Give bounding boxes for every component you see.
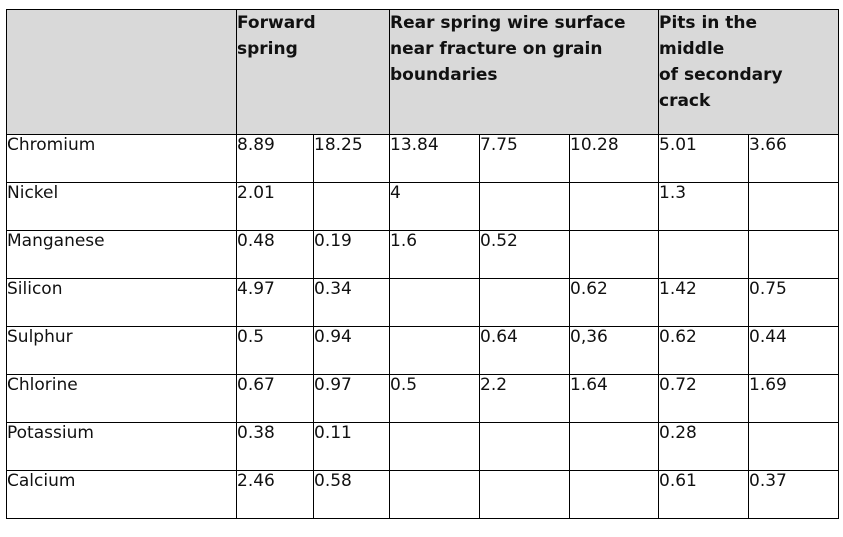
table-cell: 8.89 [236,134,314,183]
element-label: Chromium [6,134,237,183]
table-cell: 0.62 [569,278,659,327]
table-cell: 0.58 [313,470,390,519]
element-label: Nickel [6,182,237,231]
element-label: Potassium [6,422,237,471]
table-cell: 5.01 [658,134,749,183]
table-cell: 0.5 [389,374,480,423]
table-row: Chromium 8.89 18.25 13.84 7.75 10.28 5.0… [6,134,840,183]
element-label: Manganese [6,230,237,279]
table-cell [569,470,659,519]
table-cell: 0.19 [313,230,390,279]
table-cell: 10.28 [569,134,659,183]
table-cell: 0.64 [479,326,570,375]
table-cell [313,182,390,231]
table-cell: 0.28 [658,422,749,471]
header-forward-line: spring [237,39,298,59]
table-cell [569,182,659,231]
table-cell [389,422,480,471]
header-forward-line: Forward [237,13,316,33]
table-cell [479,182,570,231]
table-cell: 1.6 [389,230,480,279]
table-cell: 4.97 [236,278,314,327]
table-row: Manganese 0.48 0.19 1.6 0.52 [6,230,840,279]
composition-table: Forward spring Rear spring wire surface … [6,9,840,519]
table-cell [389,470,480,519]
header-rear-spring: Rear spring wire surface near fracture o… [389,9,659,135]
table-cell: 0.97 [313,374,390,423]
header-pits-line: middle [659,39,725,59]
table-cell: 1.69 [747,374,840,423]
header-pits: Pits in the middle of secondary crack [657,9,840,135]
table-cell [479,470,570,519]
table-cell: 0.62 [658,326,749,375]
element-label: Chlorine [6,374,237,423]
table-row: Calcium 2.46 0.58 0.61 0.37 [6,470,840,519]
table-cell [747,422,840,471]
table-cell: 13.84 [389,134,480,183]
header-forward-spring: Forward spring [236,9,390,135]
header-pits-line: crack [659,91,711,111]
table-cell: 7.75 [479,134,570,183]
table-cell: 18.25 [313,134,390,183]
element-label: Silicon [6,278,237,327]
table-cell: 2.01 [236,182,314,231]
table-cell [569,230,659,279]
header-pits-line: of secondary [659,65,783,85]
table-cell: 1.64 [569,374,659,423]
table-cell: 3.66 [747,134,840,183]
header-corner [6,9,237,135]
table-cell: 0,36 [569,326,659,375]
table-cell: 0.37 [747,470,840,519]
table-cell: 0.52 [479,230,570,279]
table-cell: 2.46 [236,470,314,519]
table-cell: 0.11 [313,422,390,471]
table-cell [569,422,659,471]
table-cell: 0.94 [313,326,390,375]
element-label: Calcium [6,470,237,519]
table-row: Silicon 4.97 0.34 0.62 1.42 0.75 [6,278,840,327]
table-row: Sulphur 0.5 0.94 0.64 0,36 0.62 0.44 [6,326,840,375]
table-cell: 0.61 [658,470,749,519]
table-cell: 1.3 [658,182,749,231]
table-cell [658,230,749,279]
table-cell: 0.34 [313,278,390,327]
table-cell [389,278,480,327]
header-pits-line: Pits in the [659,13,758,33]
header-rear-line: near fracture on grain [390,39,603,59]
table-cell [479,278,570,327]
table-cell: 0.72 [658,374,749,423]
table-row: Nickel 2.01 4 1.3 [6,182,840,231]
header-row: Forward spring Rear spring wire surface … [6,9,840,135]
table-cell [479,422,570,471]
table-cell [747,182,840,231]
header-rear-line: boundaries [390,65,498,85]
table-cell: 0.75 [747,278,840,327]
table-row: Chlorine 0.67 0.97 0.5 2.2 1.64 0.72 1.6… [6,374,840,423]
table-cell: 0.5 [236,326,314,375]
table-cell: 2.2 [479,374,570,423]
table-cell: 0.67 [236,374,314,423]
table-cell: 0.38 [236,422,314,471]
table-cell: 4 [389,182,480,231]
table-cell: 0.44 [747,326,840,375]
header-rear-line: Rear spring wire surface [390,13,626,33]
table-row: Potassium 0.38 0.11 0.28 [6,422,840,471]
table-cell: 1.42 [658,278,749,327]
table-cell: 0.48 [236,230,314,279]
table-cell [389,326,480,375]
table-cell [747,230,840,279]
element-label: Sulphur [6,326,237,375]
